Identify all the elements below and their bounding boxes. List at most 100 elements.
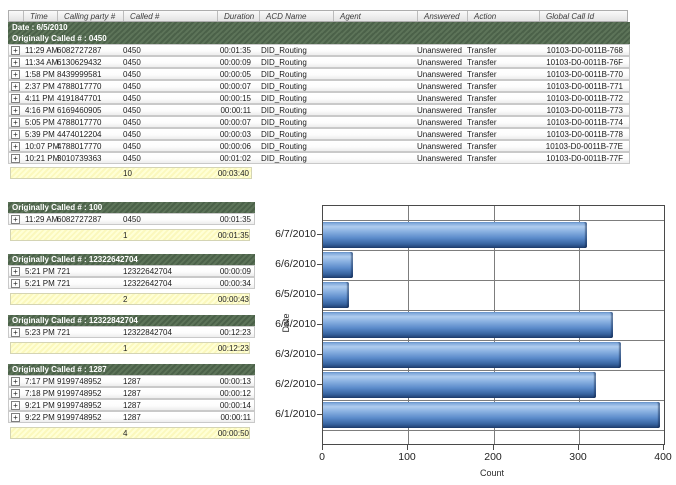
cell-global_id: 10103-D0-0011B-778	[546, 130, 623, 139]
column-header-global-call-id: Global Call Id	[539, 11, 594, 21]
summary-duration: 00:12:23	[217, 344, 249, 353]
chart-bar	[323, 342, 621, 368]
cell-acd: DID_Routing	[261, 130, 307, 139]
cell-duration: 00:00:07	[219, 118, 251, 127]
expand-icon[interactable]: +	[11, 279, 20, 288]
cell-answered: Unanswered	[417, 70, 462, 79]
gridline	[323, 430, 664, 431]
cell-action: Transfer	[467, 106, 497, 115]
expand-icon[interactable]: +	[11, 118, 20, 127]
expand-icon[interactable]: +	[11, 82, 20, 91]
cell-action: Transfer	[467, 94, 497, 103]
called-group-header: Originally Called # : 12322642704	[8, 254, 255, 265]
cell-calling: 4191847701	[57, 94, 102, 103]
y-axis-tick-label: 6/4/2010	[275, 318, 316, 330]
expand-icon[interactable]: +	[11, 328, 20, 337]
cell-time: 7:17 PM	[25, 377, 55, 386]
cell-answered: Unanswered	[417, 130, 462, 139]
expand-icon[interactable]: +	[11, 46, 20, 55]
expand-icon[interactable]: +	[11, 267, 20, 276]
summary-count: 2	[123, 295, 128, 304]
cell-time: 9:22 PM	[25, 413, 55, 422]
x-axis-tick-label: 100	[398, 451, 416, 463]
cell-time: 5:39 PM	[25, 130, 55, 139]
table-row: +4:11 PM 4191847701 0450 00:00:15 DID_Routin…	[8, 92, 630, 104]
called-group-header: Originally Called # : 12322842704	[8, 315, 255, 326]
cell-acd: DID_Routing	[261, 154, 307, 163]
table-row: +5:23 PM 721 12322842704 00:12:23	[8, 326, 255, 338]
cell-duration: 00:00:09	[219, 267, 251, 276]
expand-icon[interactable]: +	[11, 377, 20, 386]
gridline	[323, 370, 664, 371]
y-axis-tick-label: 6/2/2010	[275, 378, 316, 390]
called-group-header: Originally Called # : 100	[8, 202, 255, 213]
gridline	[323, 400, 664, 401]
cell-global_id: 10103-D0-0011B-774	[546, 118, 623, 127]
cell-time: 5:05 PM	[25, 118, 55, 127]
date-group-header: Date : 6/5/2010	[8, 22, 630, 33]
gridline	[323, 220, 664, 221]
group-summary-row: 2 00:00:43	[10, 293, 250, 305]
cell-called: 0450	[123, 70, 141, 79]
cell-duration: 00:00:06	[219, 142, 251, 151]
cell-called: 12322842704	[123, 328, 172, 337]
cell-calling: 8439999581	[57, 70, 102, 79]
cell-global_id: 10103-D0-0011B-768	[546, 46, 623, 55]
group-summary-row: 4 00:00:50	[10, 427, 250, 439]
expand-icon[interactable]: +	[11, 94, 20, 103]
column-header-duration: Duration	[217, 11, 254, 21]
group-summary-row: 1 00:01:35	[10, 229, 250, 241]
call-group: Originally Called # : 12322842704 +5:23 P…	[8, 315, 255, 354]
table-row: +4:16 PM 6169460905 0450 00:00:11 DID_Routin…	[8, 104, 630, 116]
table-row: +5:21 PM 721 12322642704 00:00:09	[8, 265, 255, 277]
cell-duration: 00:00:14	[219, 401, 251, 410]
cell-duration: 00:00:03	[219, 130, 251, 139]
y-axis-tick-label: 6/7/2010	[275, 228, 316, 240]
cell-acd: DID_Routing	[261, 58, 307, 67]
cell-acd: DID_Routing	[261, 142, 307, 151]
cell-calling: 6169460905	[57, 106, 102, 115]
y-axis-tick-label: 6/6/2010	[275, 258, 316, 270]
y-axis-tick	[317, 234, 322, 235]
table-row: +11:29 AM 6082727287 0450 00:01:35	[8, 213, 255, 225]
cell-duration: 00:12:23	[219, 328, 251, 337]
cell-duration: 00:00:09	[219, 58, 251, 67]
cell-action: Transfer	[467, 118, 497, 127]
cell-duration: 00:00:13	[219, 377, 251, 386]
expand-icon[interactable]: +	[11, 130, 20, 139]
expand-icon[interactable]: +	[11, 70, 20, 79]
table-row: +7:18 PM 9199748952 1287 00:00:12	[8, 387, 255, 399]
cell-called: 0450	[123, 215, 141, 224]
cell-duration: 00:00:15	[219, 94, 251, 103]
chart-bar	[323, 402, 660, 428]
cell-calling: 3010739363	[57, 154, 102, 163]
cell-global_id: 10103-D0-0011B-77E	[545, 142, 623, 151]
expand-icon[interactable]: +	[11, 154, 20, 163]
table-row: +11:29 AM 6082727287 0450 00:01:35 DID_Routi…	[8, 44, 630, 56]
cell-answered: Unanswered	[417, 94, 462, 103]
cell-time: 11:34 AM	[25, 58, 59, 67]
expand-icon[interactable]: +	[11, 215, 20, 224]
expand-icon[interactable]: +	[11, 401, 20, 410]
cell-acd: DID_Routing	[261, 118, 307, 127]
x-axis-tick	[322, 445, 323, 450]
cell-action: Transfer	[467, 46, 497, 55]
cell-calling: 9199748952	[57, 401, 102, 410]
table-row: +10:07 PM 4788017770 0450 00:00:06 DID_Routi…	[8, 140, 630, 152]
expand-icon[interactable]: +	[11, 58, 20, 67]
cell-called: 0450	[123, 106, 141, 115]
table-row: +11:34 AM 6130629432 0450 00:00:09 DID_Routi…	[8, 56, 630, 68]
table-row: +5:39 PM 4474012204 0450 00:00:03 DID_Routin…	[8, 128, 630, 140]
expand-icon[interactable]: +	[11, 413, 20, 422]
cell-duration: 00:01:35	[219, 46, 251, 55]
cell-duration: 00:01:02	[219, 154, 251, 163]
expand-icon[interactable]: +	[11, 106, 20, 115]
cell-acd: DID_Routing	[261, 106, 307, 115]
column-header-action: Action	[467, 11, 496, 21]
cell-time: 11:29 AM	[25, 46, 59, 55]
cell-answered: Unanswered	[417, 154, 462, 163]
column-header-answered: Answered	[417, 11, 460, 21]
expand-icon[interactable]: +	[11, 142, 20, 151]
cell-calling: 9199748952	[57, 377, 102, 386]
expand-icon[interactable]: +	[11, 389, 20, 398]
